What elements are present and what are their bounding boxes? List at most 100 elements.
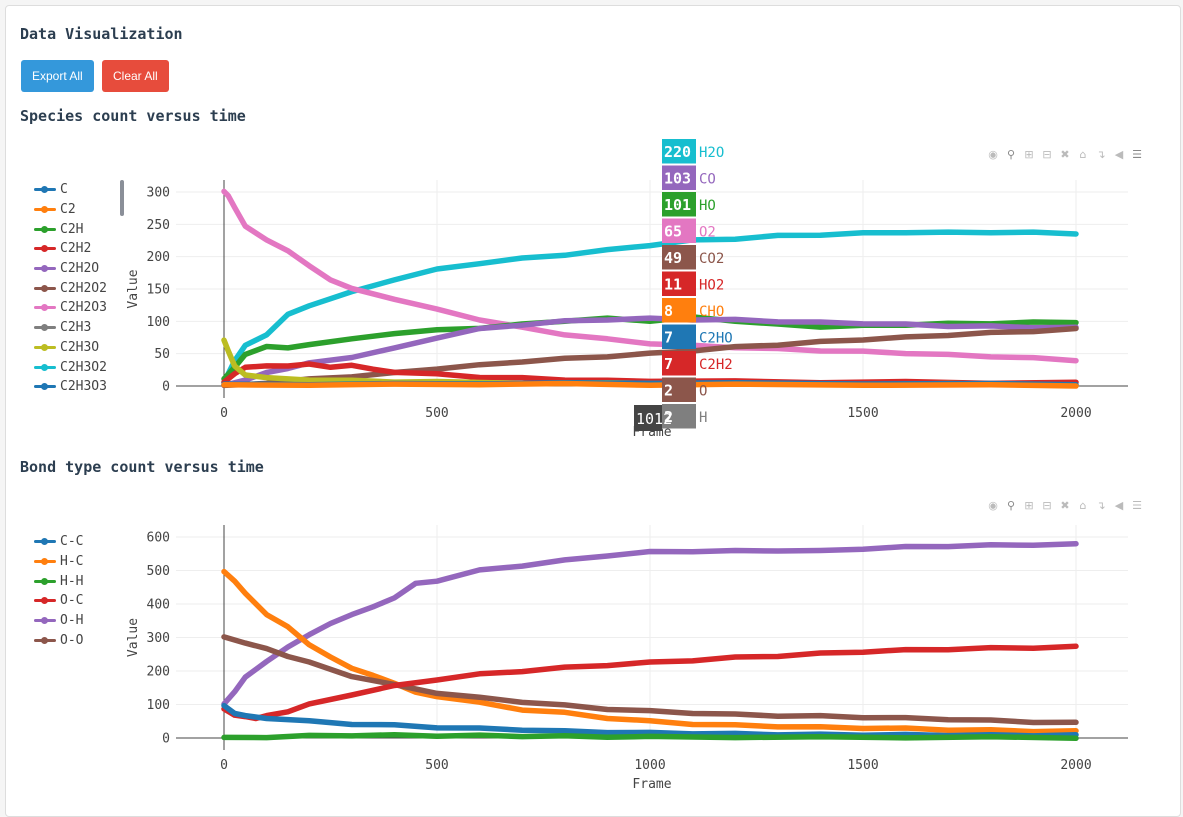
- legend-item[interactable]: C2H2: [34, 239, 107, 259]
- legend-swatch: [34, 245, 56, 253]
- hover-series-name: O2: [699, 225, 716, 241]
- x-tick-label: 500: [425, 406, 448, 421]
- legend-item[interactable]: C2H3O: [34, 338, 107, 358]
- legend-item[interactable]: O-O: [34, 630, 83, 650]
- legend-swatch: [34, 324, 56, 332]
- legend-item[interactable]: H-H: [34, 571, 83, 591]
- hover-value-box: [662, 218, 696, 243]
- y-tick-label: 400: [147, 598, 170, 613]
- zoom-in-icon[interactable]: ⊞: [1024, 148, 1034, 161]
- hover-value-box: [662, 298, 696, 323]
- zoom-in-icon[interactable]: ⊞: [1024, 499, 1034, 512]
- legend-swatch: [34, 597, 56, 605]
- hover-closest-icon[interactable]: ◀: [1114, 499, 1124, 512]
- species-legend: C C2 C2H C2H2 C2H2O C2H2O2 C2H2O3 C2H3 C2H3O C2H3…: [34, 180, 107, 397]
- hover-value: 11: [664, 276, 682, 294]
- y-tick-label: 500: [147, 564, 170, 579]
- legend-label: C2: [60, 202, 76, 218]
- zoom-out-icon[interactable]: ⊟: [1042, 148, 1052, 161]
- hover-series-name: H2O: [699, 145, 724, 161]
- x-tick-label: 500: [425, 758, 448, 773]
- spike-lines-icon[interactable]: ↴: [1096, 148, 1106, 161]
- legend-item[interactable]: O-C: [34, 591, 83, 611]
- legend-label: C2H2O3: [60, 300, 107, 316]
- legend-item[interactable]: C2H3O2: [34, 357, 107, 377]
- series-line-c2h3o2: [221, 229, 1079, 385]
- x-tick-label: 2000: [1060, 406, 1091, 421]
- y-tick-label: 600: [147, 531, 170, 546]
- series-line-h-h: [221, 731, 1079, 742]
- legend-item[interactable]: C2H2O3: [34, 298, 107, 318]
- series-line-o-h: [221, 541, 1079, 707]
- legend-swatch: [34, 206, 56, 214]
- series-line-c2h2o3: [221, 188, 1079, 364]
- x-axis-title: Frame: [632, 777, 671, 792]
- hover-value-box: [662, 271, 696, 296]
- export-all-button[interactable]: Export All: [21, 60, 94, 92]
- y-tick-label: 200: [147, 250, 170, 265]
- legend-item[interactable]: C2H2O: [34, 259, 107, 279]
- hover-value: 220: [664, 143, 691, 161]
- x-tick-label: 1500: [847, 406, 878, 421]
- x-tick-label: 1500: [847, 758, 878, 773]
- legend-item[interactable]: C2H: [34, 219, 107, 239]
- hover-value-box: [662, 245, 696, 270]
- x-tick-label: 0: [220, 406, 228, 421]
- hover-value-box: [662, 324, 696, 349]
- clear-all-button[interactable]: Clear All: [102, 60, 169, 92]
- bond-chart-title: Bond type count versus time: [20, 458, 264, 476]
- y-tick-label: 0: [162, 380, 170, 395]
- zoom-out-icon[interactable]: ⊟: [1042, 499, 1052, 512]
- hover-value: 2: [664, 382, 673, 400]
- legend-item[interactable]: C2H3: [34, 318, 107, 338]
- legend-item[interactable]: O-H: [34, 611, 83, 631]
- camera-icon[interactable]: ◉: [988, 148, 998, 161]
- y-axis-title: Value: [126, 618, 141, 657]
- y-tick-label: 300: [147, 186, 170, 201]
- hover-compare-icon[interactable]: ☰: [1132, 499, 1142, 512]
- camera-icon[interactable]: ◉: [988, 499, 998, 512]
- hover-value-box: [662, 192, 696, 217]
- hover-series-name: H: [699, 410, 707, 426]
- spike-lines-icon[interactable]: ↴: [1096, 499, 1106, 512]
- legend-label: O-H: [60, 613, 84, 629]
- legend-label: H-C: [60, 554, 84, 570]
- hover-value-box: [662, 351, 696, 376]
- legend-item[interactable]: C2H3O3: [34, 377, 107, 397]
- legend-label: C2H2O2: [60, 280, 107, 296]
- hover-series-name: CO2: [699, 251, 724, 267]
- home-icon[interactable]: ⌂: [1079, 499, 1087, 512]
- legend-swatch: [34, 343, 56, 351]
- autoscale-icon[interactable]: ✖: [1060, 499, 1070, 512]
- autoscale-icon[interactable]: ✖: [1060, 148, 1070, 161]
- series-line-c2h2o2: [221, 325, 1079, 389]
- hover-closest-icon[interactable]: ◀: [1114, 148, 1124, 161]
- legend-swatch: [34, 284, 56, 292]
- hover-value: 8: [664, 302, 673, 320]
- legend-item[interactable]: C-C: [34, 532, 83, 552]
- y-tick-label: 100: [147, 698, 170, 713]
- legend-item[interactable]: C2: [34, 200, 107, 220]
- home-icon[interactable]: ⌂: [1079, 148, 1087, 161]
- hover-value-box: [662, 139, 696, 164]
- legend-item[interactable]: H-C: [34, 552, 83, 572]
- zoom-icon[interactable]: ⚲: [1006, 148, 1016, 161]
- legend-item[interactable]: C2H2O2: [34, 278, 107, 298]
- legend-swatch: [34, 186, 56, 194]
- zoom-icon[interactable]: ⚲: [1006, 499, 1016, 512]
- legend-scrollbar[interactable]: [120, 180, 124, 216]
- bond-modebar: ◉ ⚲ ⊞ ⊟ ✖ ⌂ ↴ ◀ ☰: [986, 499, 1144, 513]
- hover-compare-icon[interactable]: ☰: [1132, 148, 1142, 161]
- series-line-o-c: [221, 643, 1079, 722]
- legend-swatch: [34, 225, 56, 233]
- legend-label: C2H3: [60, 320, 92, 336]
- legend-label: C-C: [60, 534, 84, 550]
- hover-value-box: [662, 404, 696, 429]
- y-tick-label: 150: [147, 283, 170, 298]
- legend-item[interactable]: C: [34, 180, 107, 200]
- legend-label: C2H3O: [60, 339, 100, 355]
- hover-value-box: [662, 165, 696, 190]
- hover-value: 2: [664, 408, 673, 426]
- legend-swatch: [34, 558, 56, 566]
- legend-swatch: [34, 538, 56, 546]
